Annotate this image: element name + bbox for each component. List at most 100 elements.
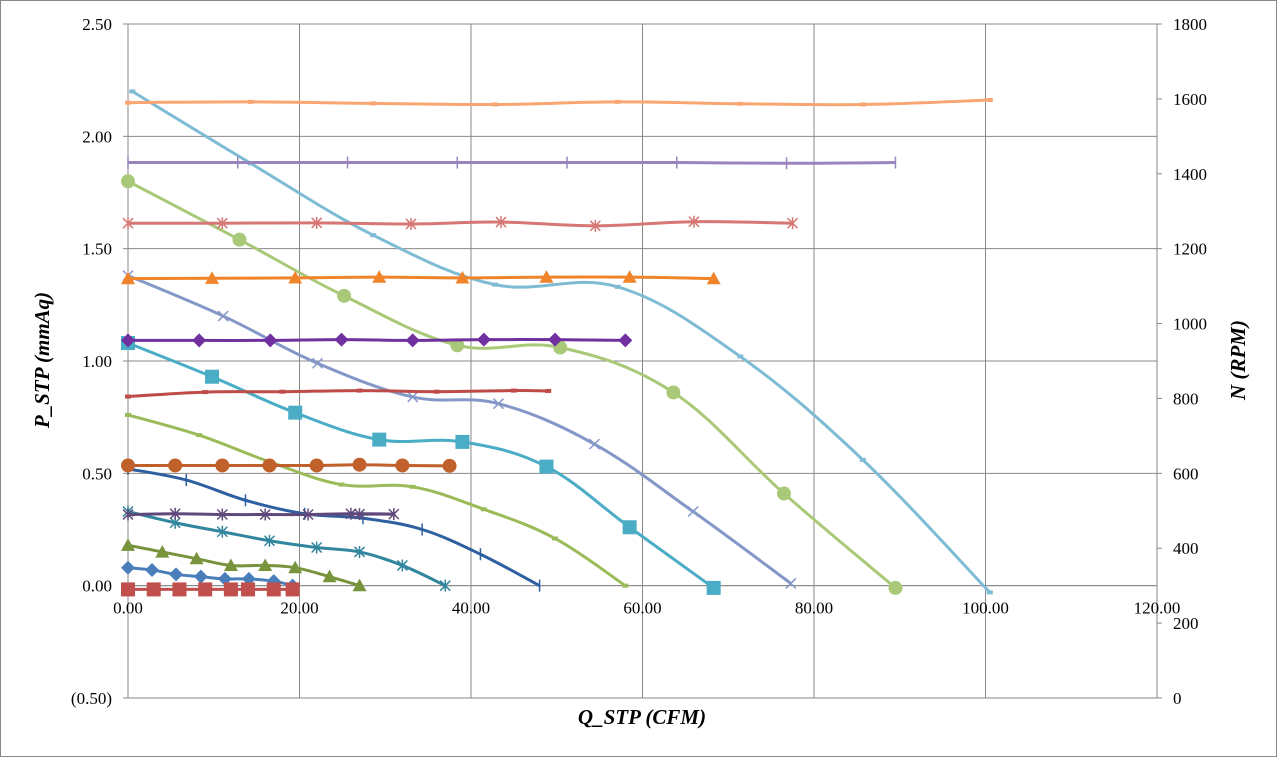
marker-circle: [776, 486, 791, 501]
marker-circle: [450, 338, 465, 353]
rpm-series-5: [121, 332, 633, 348]
marker-dash: [356, 388, 363, 393]
marker-circle: [262, 458, 277, 473]
marker-square: [285, 582, 300, 597]
marker-dash: [552, 536, 559, 541]
rpm-series-line: [127, 275, 714, 281]
rpm-series-7: [122, 215, 799, 232]
marker-diamond: [169, 567, 184, 582]
rpm-series-2: [122, 507, 400, 521]
marker-star: [353, 545, 366, 558]
y2-tick-label: 400: [1173, 539, 1199, 558]
rpm-series-line: [127, 98, 990, 107]
marker-circle: [666, 385, 681, 400]
marker-star: [216, 508, 228, 521]
y-tick-label: (0.50): [71, 689, 112, 708]
marker-x: [687, 505, 699, 518]
marker-diamond: [405, 333, 420, 348]
marker-circle: [309, 458, 324, 473]
marker-circle: [395, 458, 410, 473]
rpm-series-line: [127, 220, 793, 228]
marker-triangle: [288, 270, 303, 284]
marker-circle: [352, 457, 367, 472]
y2-tick-label: 200: [1173, 614, 1199, 633]
y2-tick-label: 1000: [1173, 315, 1207, 334]
marker-dash: [622, 583, 629, 588]
marker-x: [785, 577, 797, 589]
y2-tick-label: 800: [1173, 389, 1199, 408]
marker-diamond: [618, 333, 633, 348]
marker-dash: [409, 484, 416, 489]
ticks-layer: (0.50) 0.00 0.50 1.00 1.50 2.00 2.50 0.00 20.00 4…: [71, 15, 1207, 708]
marker-circle: [168, 458, 183, 473]
marker-dash: [125, 100, 131, 105]
marker-square: [372, 432, 387, 447]
marker-x: [588, 438, 601, 450]
marker-star: [122, 217, 134, 230]
marker-dash: [338, 482, 345, 487]
marker-dash: [859, 102, 866, 107]
marker-square: [455, 434, 470, 449]
marker-circle: [232, 232, 247, 247]
marker-triangle: [288, 560, 303, 574]
marker-triangle: [258, 558, 273, 572]
marker-triangle: [155, 544, 170, 558]
y2-tick-label: 0: [1173, 689, 1182, 708]
marker-diamond: [548, 332, 563, 347]
marker-dash: [492, 102, 499, 107]
y-tick-label: 2.50: [82, 15, 112, 34]
marker-square: [198, 582, 213, 597]
marker-square: [172, 582, 187, 597]
marker-dash: [125, 394, 131, 399]
y-tick-label: 2.00: [82, 127, 112, 146]
marker-dash: [279, 389, 286, 394]
marker-star: [589, 219, 601, 232]
marker-star: [688, 215, 700, 228]
marker-square: [539, 459, 554, 474]
marker-diamond: [476, 332, 491, 347]
y-axis-title: P_STP (mmAq): [30, 292, 54, 429]
marker-star: [439, 579, 451, 592]
marker-dash: [433, 389, 440, 394]
marker-square: [266, 582, 281, 597]
marker-triangle: [121, 538, 135, 551]
y2-axis-title: N (RPM): [1226, 320, 1250, 401]
y2-tick-label: 1400: [1173, 165, 1207, 184]
marker-square: [205, 369, 220, 384]
marker-square: [223, 582, 238, 597]
marker-star: [216, 525, 228, 538]
pressure-series-line: [127, 467, 541, 587]
marker-dash: [859, 457, 866, 462]
rpm-series-6: [121, 270, 721, 285]
x-tick-label: 20.00: [280, 599, 318, 618]
marker-triangle: [205, 271, 220, 284]
marker-circle: [442, 458, 457, 473]
marker-star: [169, 507, 181, 520]
marker-dash: [480, 507, 487, 512]
marker-triangle: [189, 551, 204, 565]
y2-tick-label: 1600: [1173, 90, 1207, 109]
rpm-series-1: [121, 582, 300, 597]
x-tick-label: 80.00: [795, 599, 833, 618]
rpm-series-line: [127, 512, 396, 517]
rpm-series-8: [127, 156, 897, 170]
marker-star: [388, 508, 400, 521]
rpm-series-3: [121, 457, 457, 473]
marker-x: [407, 391, 419, 403]
marker-diamond: [192, 333, 207, 348]
marker-x: [217, 310, 229, 322]
rpm-series-line: [127, 160, 896, 165]
marker-diamond: [121, 333, 135, 348]
pressure-series-8: [121, 174, 903, 595]
marker-star: [311, 216, 323, 229]
y2-tick-label: 1200: [1173, 240, 1207, 259]
marker-dash: [737, 354, 744, 359]
marker-diamond: [334, 332, 349, 347]
marker-triangle: [223, 558, 238, 572]
marker-triangle: [706, 271, 721, 285]
marker-diamond: [121, 560, 135, 575]
marker-dash: [545, 388, 552, 393]
marker-dash: [370, 101, 377, 106]
marker-star: [122, 508, 134, 521]
